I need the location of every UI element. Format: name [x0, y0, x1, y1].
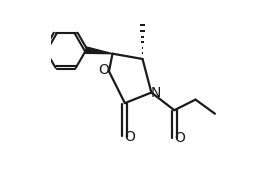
Text: O: O — [98, 63, 109, 77]
Text: O: O — [124, 130, 135, 144]
Text: N: N — [151, 86, 162, 100]
Text: O: O — [174, 131, 185, 145]
Polygon shape — [86, 47, 113, 54]
